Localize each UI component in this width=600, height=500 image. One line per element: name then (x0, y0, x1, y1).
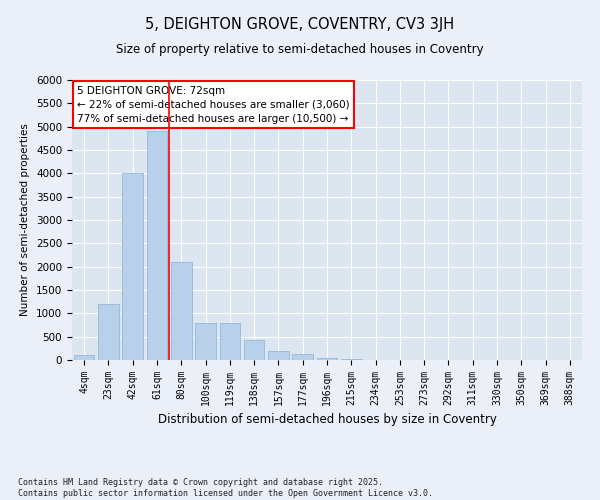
Bar (220, 322, 240, 360)
Bar (122, 174, 143, 360)
Bar (244, 340, 265, 360)
Text: 5, DEIGHTON GROVE, COVENTRY, CV3 3JH: 5, DEIGHTON GROVE, COVENTRY, CV3 3JH (145, 18, 455, 32)
Y-axis label: Number of semi-detached properties: Number of semi-detached properties (20, 124, 31, 316)
Bar (292, 354, 313, 360)
X-axis label: Distribution of semi-detached houses by size in Coventry: Distribution of semi-detached houses by … (158, 414, 496, 426)
Text: Size of property relative to semi-detached houses in Coventry: Size of property relative to semi-detach… (116, 42, 484, 56)
Bar (317, 358, 337, 360)
Text: Contains HM Land Registry data © Crown copyright and database right 2025.
Contai: Contains HM Land Registry data © Crown c… (18, 478, 433, 498)
Bar (74, 356, 94, 360)
Bar (98, 304, 119, 360)
Text: 5 DEIGHTON GROVE: 72sqm
← 22% of semi-detached houses are smaller (3,060)
77% of: 5 DEIGHTON GROVE: 72sqm ← 22% of semi-de… (77, 86, 350, 124)
Bar (195, 322, 216, 360)
Bar (146, 132, 167, 360)
Bar (268, 350, 289, 360)
Bar (171, 262, 191, 360)
